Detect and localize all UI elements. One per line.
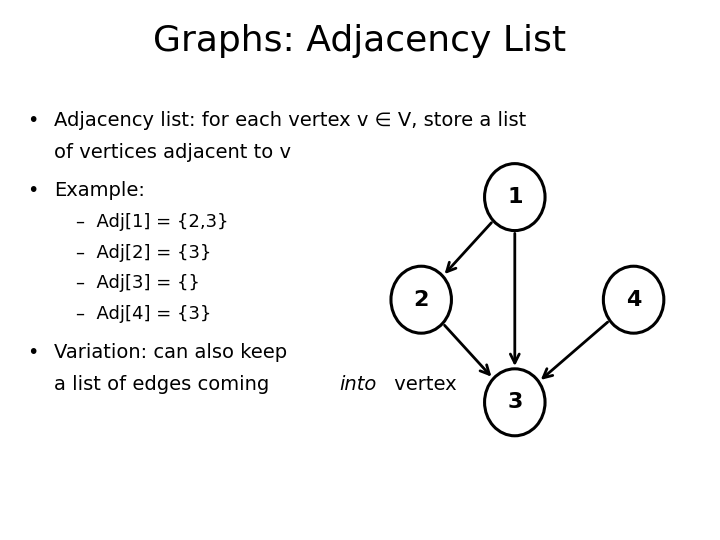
Text: of vertices adjacent to v: of vertices adjacent to v xyxy=(54,143,291,162)
Text: •: • xyxy=(27,343,39,362)
Text: into: into xyxy=(340,375,377,394)
Text: •: • xyxy=(27,181,39,200)
Text: 4: 4 xyxy=(626,289,642,310)
Text: a list of edges coming: a list of edges coming xyxy=(54,375,276,394)
Text: 3: 3 xyxy=(507,392,523,413)
Ellipse shape xyxy=(485,164,545,231)
Text: Graphs: Adjacency List: Graphs: Adjacency List xyxy=(153,24,567,58)
Ellipse shape xyxy=(485,369,545,436)
Text: Variation: can also keep: Variation: can also keep xyxy=(54,343,287,362)
Text: 2: 2 xyxy=(413,289,429,310)
Text: –  Adj[2] = {3}: – Adj[2] = {3} xyxy=(76,244,211,262)
Text: Adjacency list: for each vertex v ∈ V, store a list: Adjacency list: for each vertex v ∈ V, s… xyxy=(54,111,526,130)
Text: –  Adj[1] = {2,3}: – Adj[1] = {2,3} xyxy=(76,213,228,231)
Text: –  Adj[4] = {3}: – Adj[4] = {3} xyxy=(76,305,211,323)
Text: vertex: vertex xyxy=(388,375,456,394)
Ellipse shape xyxy=(391,266,451,333)
Text: 1: 1 xyxy=(507,187,523,207)
Text: –  Adj[3] = {}: – Adj[3] = {} xyxy=(76,274,199,292)
Text: •: • xyxy=(27,111,39,130)
Ellipse shape xyxy=(603,266,664,333)
Text: Example:: Example: xyxy=(54,181,145,200)
